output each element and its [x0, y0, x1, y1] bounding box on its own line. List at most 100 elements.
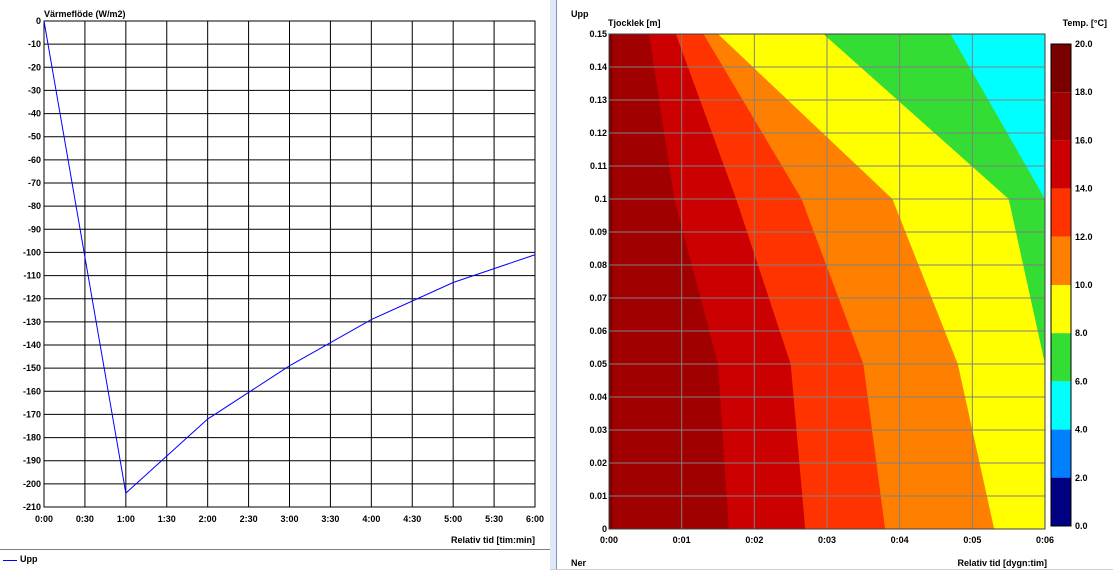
colorbar-segment: [1051, 236, 1071, 285]
y-tick-label: 0.13: [589, 95, 607, 105]
y-tick-label: 0.1: [594, 194, 607, 204]
y-tick-label: 0.14: [589, 62, 607, 72]
y-tick-label: -60: [28, 155, 41, 165]
x-tick-label: 4:30: [403, 514, 421, 524]
series-lines: [43, 20, 536, 495]
x-tick-label: 0:04: [891, 535, 909, 545]
y-tick-label: -50: [28, 132, 41, 142]
y-tick-label: -40: [28, 109, 41, 119]
y-tick-label: 0.07: [589, 293, 607, 303]
heat-flux-chart: 0 -10 -20 -30 -40 -50 -60 -70 -80 -90 -100 -110 -120…: [23, 9, 544, 545]
x-tick-label: 3:30: [321, 514, 339, 524]
y-tick-label: -10: [28, 39, 41, 49]
colorbar-tick-label: 6.0: [1075, 376, 1088, 386]
legend-swatch-upp: [3, 560, 17, 561]
x-tick-label: 0:00: [35, 514, 53, 524]
colorbar-segment: [1051, 285, 1071, 334]
tick-labels: 0 0.01 0.02 0.03 0.04 0.05 0.06 0.07 0.08 0.09 0.1…: [589, 29, 1054, 545]
legend: Upp: [0, 549, 550, 570]
y-tick-label: 0.08: [589, 260, 607, 270]
y-tick-label: -20: [28, 62, 41, 72]
y-tick-label: -70: [28, 178, 41, 188]
colorbar-segment: [1051, 92, 1071, 141]
y-tick-label: -160: [23, 386, 41, 396]
y-tick-label: -100: [23, 247, 41, 257]
colorbar-segment: [1051, 188, 1071, 237]
y-tick-label: -180: [23, 433, 41, 443]
y-tick-label: 0.03: [589, 425, 607, 435]
x-tick-label: 6:00: [526, 514, 544, 524]
y-tick-label: -150: [23, 363, 41, 373]
x-tick-label: 1:00: [117, 514, 135, 524]
y-tick-label: -200: [23, 479, 41, 489]
colorbar-tick-label: 8.0: [1075, 328, 1088, 338]
y-tick-label: 0.15: [589, 29, 607, 39]
colorbar-segment: [1051, 381, 1071, 430]
bottom-side-label: Ner: [571, 558, 587, 568]
temperature-panel: 0 0.01 0.02 0.03 0.04 0.05 0.06 0.07 0.08 0.09 0.1…: [556, 0, 1113, 569]
y-tick-label: -170: [23, 409, 41, 419]
colorbar: 20.0 18.0 16.0 14.0 12.0 10.0 8.0 6.0 4.0 2.0 0.0: [1050, 39, 1093, 531]
y-tick-label: 0.06: [589, 326, 607, 336]
x-tick-label: 0:06: [1036, 535, 1054, 545]
colorbar-segment: [1051, 140, 1071, 189]
x-tick-label: 2:30: [240, 514, 258, 524]
plot-frame: [608, 33, 1046, 530]
x-tick-label: 0:00: [600, 535, 618, 545]
y-tick-label: -210: [23, 502, 41, 512]
x-tick-label: 4:00: [362, 514, 380, 524]
y-tick-label: -90: [28, 224, 41, 234]
y-tick-label: -110: [23, 271, 41, 281]
grid: [608, 33, 1046, 530]
y-tick-label: -80: [28, 201, 41, 211]
y-tick-label: -130: [23, 317, 41, 327]
colorbar-segment: [1051, 429, 1071, 478]
colorbar-tick-label: 0.0: [1075, 521, 1088, 531]
y-axis-label: Värmeflöde (W/m2): [44, 9, 126, 19]
colorbar-segment: [1051, 44, 1071, 93]
heat-flux-panel: 0 -10 -20 -30 -40 -50 -60 -70 -80 -90 -100 -110 -120…: [0, 0, 551, 570]
colorbar-tick-label: 10.0: [1075, 280, 1093, 290]
y-tick-label: 0.12: [589, 128, 607, 138]
band-18-20: [609, 34, 729, 529]
x-tick-label: 1:30: [158, 514, 176, 524]
y-tick-label: 0.04: [589, 392, 607, 402]
x-tick-label: 0:02: [745, 535, 763, 545]
colorbar-tick-label: 20.0: [1075, 39, 1093, 49]
y-tick-label: -190: [23, 456, 41, 466]
y-tick-label: 0.09: [589, 227, 607, 237]
x-axis-label: Relativ tid [dygn:tim]: [958, 558, 1048, 568]
x-tick-label: 0:03: [818, 535, 836, 545]
x-axis-label: Relativ tid [tim:min]: [451, 535, 535, 545]
series-line-upp: [43, 20, 536, 495]
colorbar-tick-label: 2.0: [1075, 473, 1088, 483]
y-tick-label: 0.05: [589, 359, 607, 369]
colorbar-tick-label: 14.0: [1075, 184, 1093, 194]
colorbar-label: Temp. [°C]: [1063, 18, 1107, 28]
colorbar-tick-label: 16.0: [1075, 135, 1093, 145]
y-tick-label: -140: [23, 340, 41, 350]
x-tick-label: 3:00: [280, 514, 298, 524]
x-tick-label: 0:05: [963, 535, 981, 545]
grid: [43, 20, 536, 508]
x-tick-label: 2:00: [199, 514, 217, 524]
y-tick-label: 0.01: [589, 491, 607, 501]
colorbar-tick-label: 18.0: [1075, 87, 1093, 97]
y-tick-label: 0.11: [590, 161, 607, 171]
y-axis-label: Tjocklek [m]: [608, 18, 661, 28]
plot-frame: [43, 20, 536, 508]
x-tick-label: 0:30: [76, 514, 94, 524]
panel-splitter[interactable]: [550, 0, 556, 569]
legend-entry-upp: Upp: [20, 554, 38, 564]
y-tick-label: -120: [23, 294, 41, 304]
temperature-heatmap: 0 0.01 0.02 0.03 0.04 0.05 0.06 0.07 0.08 0.09 0.1…: [571, 9, 1107, 568]
x-tick-label: 5:00: [444, 514, 462, 524]
top-side-label: Upp: [571, 9, 589, 19]
y-tick-label: 0.02: [589, 458, 607, 468]
y-tick-label: -30: [28, 85, 41, 95]
x-tick-label: 5:30: [485, 514, 503, 524]
y-tick-label: 0: [602, 524, 607, 534]
band-core: [609, 34, 613, 529]
y-tick-label: 0: [36, 16, 41, 26]
colorbar-segment: [1051, 477, 1071, 526]
